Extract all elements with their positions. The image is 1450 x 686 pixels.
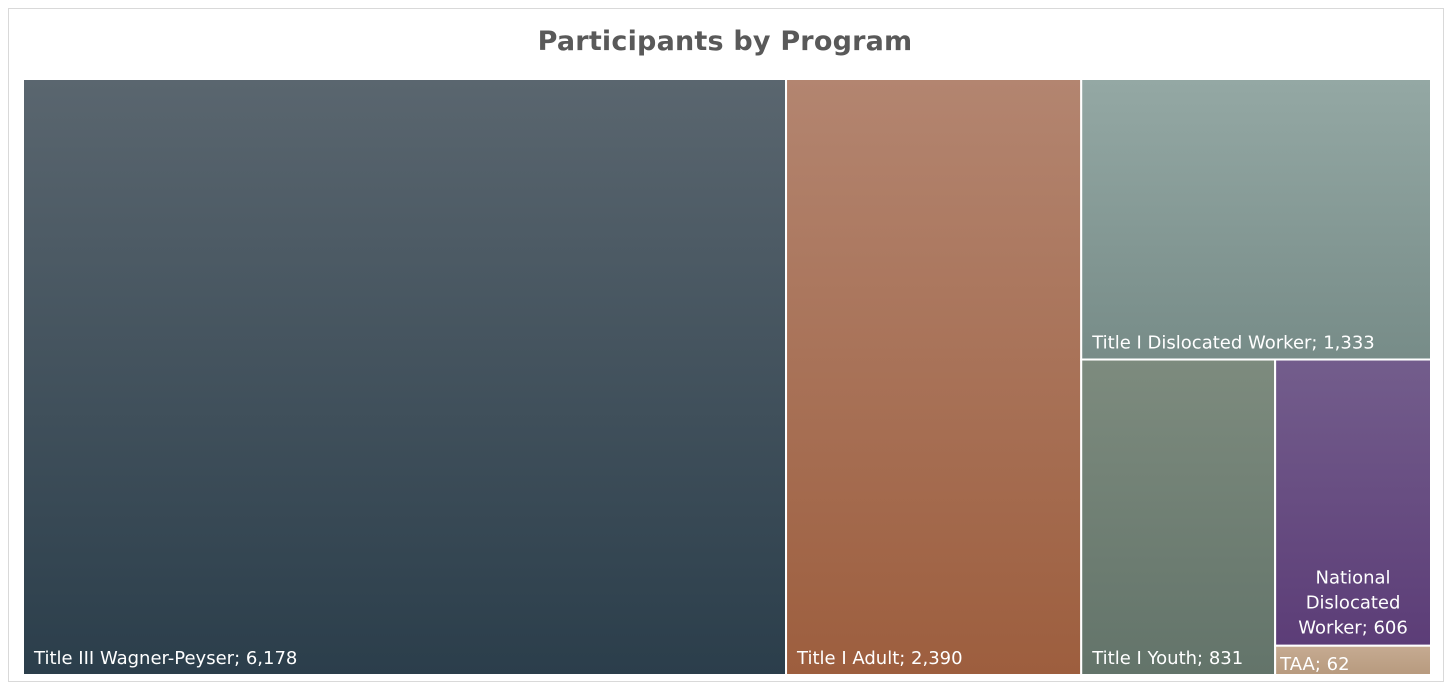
tile-title-iii-wagner-peyser bbox=[22, 78, 788, 676]
tile-label-national-dislocated-worker: National Dislocated Worker; 606 bbox=[1298, 568, 1408, 639]
tile-label-taa: TAA; 62 bbox=[1279, 654, 1349, 675]
tile-taa bbox=[1274, 644, 1432, 677]
tile-title-i-youth bbox=[1080, 358, 1277, 676]
tile-label-title-i-dislocated-worker: Title I Dislocated Worker; 1,333 bbox=[1091, 333, 1375, 354]
tile-title-i-adult bbox=[785, 78, 1083, 676]
tile-label-title-i-adult: Title I Adult; 2,390 bbox=[796, 648, 963, 669]
tile-national-dislocated-worker bbox=[1274, 358, 1432, 647]
tile-label-title-i-youth: Title I Youth; 831 bbox=[1091, 648, 1243, 669]
tile-label-title-iii-wagner-peyser: Title III Wagner-Peyser; 6,178 bbox=[33, 648, 297, 669]
tile-title-i-dislocated-worker bbox=[1080, 78, 1432, 361]
chart-title: Participants by Program bbox=[537, 26, 913, 57]
